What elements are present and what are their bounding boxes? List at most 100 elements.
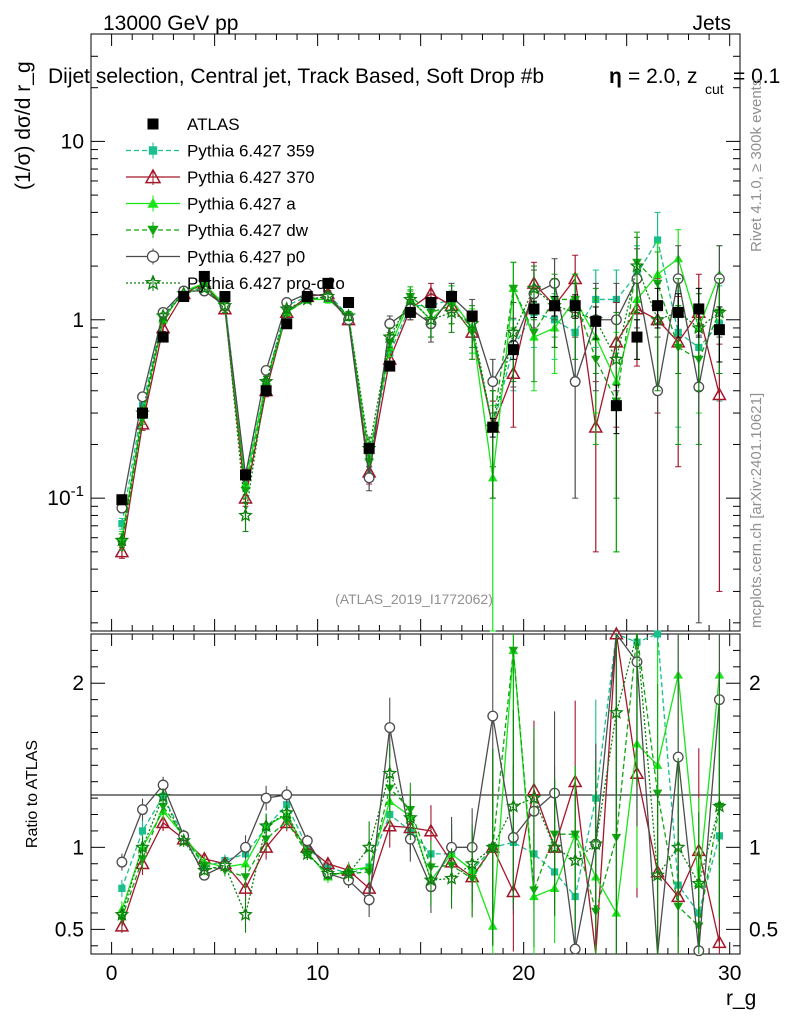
x-tick-label: 0 bbox=[106, 962, 118, 985]
ratio-point bbox=[155, 815, 171, 829]
legend-entry-ATLAS: ATLAS bbox=[147, 115, 240, 134]
ratio-point bbox=[444, 870, 459, 885]
data-point bbox=[157, 331, 169, 343]
data-point bbox=[507, 344, 519, 356]
legend-marker bbox=[148, 146, 158, 155]
legend-label: ATLAS bbox=[187, 115, 240, 134]
data-point bbox=[506, 324, 521, 339]
ratio-y-tick-label: 1 bbox=[72, 836, 84, 859]
data-point bbox=[135, 416, 150, 430]
legend-entry-p359: Pythia 6.427 359 bbox=[126, 142, 315, 161]
ratio-point bbox=[258, 818, 274, 833]
ratio-line-pa bbox=[121, 650, 721, 927]
ratio-point bbox=[320, 865, 336, 880]
ratio-point bbox=[384, 722, 396, 733]
ratio-point bbox=[258, 839, 274, 853]
legend-entry-p370: Pythia 6.427 370 bbox=[126, 168, 315, 187]
legend-marker bbox=[146, 250, 160, 263]
ratio-point bbox=[341, 865, 356, 880]
ratio-point bbox=[712, 934, 727, 949]
ratio-series-pdw bbox=[117, 633, 725, 954]
ratio-point bbox=[301, 835, 313, 847]
main-series-group bbox=[114, 211, 727, 632]
ratio-point bbox=[137, 804, 148, 816]
data-point bbox=[569, 376, 581, 388]
legend-entry-pp0: Pythia 6.427 p0 bbox=[126, 248, 305, 267]
series-line-ppq2o bbox=[121, 263, 720, 541]
data-point bbox=[384, 360, 396, 372]
y-tick-label-base: 10 bbox=[47, 487, 70, 510]
ratio-point bbox=[485, 839, 501, 854]
legend-entry-pa: Pythia 6.427 a bbox=[126, 195, 296, 214]
ratio-point bbox=[526, 790, 542, 805]
ratio-ylabel-text: Ratio to ATLAS bbox=[24, 740, 41, 848]
ratio-point bbox=[260, 792, 272, 804]
jets-label: Jets bbox=[692, 12, 731, 35]
selection-title-sub: cut bbox=[705, 81, 724, 97]
data-point bbox=[155, 308, 171, 323]
ratio-point bbox=[281, 817, 292, 826]
y-tick-label-exp: -1 bbox=[71, 483, 84, 500]
ratio-point bbox=[529, 886, 539, 895]
legend-marker bbox=[147, 197, 159, 208]
ratio-point bbox=[279, 805, 295, 820]
data-point bbox=[114, 544, 130, 558]
ratio-point bbox=[299, 846, 315, 861]
ratio-line-pp0 bbox=[121, 632, 721, 955]
x-tick-label: 10 bbox=[306, 962, 329, 985]
legend-label: Pythia 6.427 359 bbox=[187, 142, 315, 161]
data-point bbox=[712, 387, 727, 401]
ratio-point bbox=[240, 873, 251, 882]
eta-symbol: η bbox=[609, 65, 622, 88]
series-line-p370 bbox=[121, 277, 721, 552]
x-tick-label: 20 bbox=[512, 962, 535, 985]
ratio-point bbox=[508, 646, 519, 656]
ratio-point bbox=[114, 918, 130, 932]
series-line-pdw bbox=[121, 260, 720, 545]
ratio-point bbox=[158, 802, 168, 812]
data-point bbox=[652, 300, 664, 312]
ratio-point bbox=[547, 839, 562, 854]
data-point bbox=[528, 303, 540, 315]
data-point bbox=[609, 351, 624, 366]
ratio-point bbox=[240, 858, 251, 868]
data-point bbox=[217, 298, 233, 312]
data-point bbox=[116, 494, 128, 506]
ratio-point bbox=[487, 710, 499, 722]
selection-title-suffix: = 2.0, z bbox=[628, 65, 697, 88]
y-tick-label: 1 bbox=[72, 309, 84, 332]
ratio-point bbox=[118, 884, 126, 892]
ratio-point bbox=[196, 862, 212, 877]
rivet-label-text: Rivet 4.1.0, ≥ 300k events bbox=[748, 79, 765, 252]
ratio-point bbox=[650, 867, 665, 882]
data-point bbox=[240, 479, 251, 488]
selection-title-prefix: Dijet selection, Central jet, Track Base… bbox=[48, 65, 544, 88]
data-point bbox=[260, 385, 272, 397]
ratio-point bbox=[135, 839, 150, 854]
ratio-point bbox=[402, 810, 418, 824]
ratio-point bbox=[506, 798, 521, 813]
y-tick-label: 10 bbox=[61, 130, 84, 153]
x-tick-label: 30 bbox=[718, 962, 741, 985]
main-frame bbox=[90, 33, 741, 632]
selection-title: Dijet selection, Central jet, Track Base… bbox=[48, 65, 544, 88]
series-ATLAS bbox=[116, 270, 725, 506]
ratio-point bbox=[569, 943, 581, 955]
data-point bbox=[118, 520, 126, 528]
series-line-p359 bbox=[121, 238, 720, 524]
data-point bbox=[464, 315, 480, 331]
legend-marker bbox=[144, 274, 162, 291]
data-point bbox=[487, 421, 499, 433]
ratio-series-group bbox=[114, 626, 727, 957]
data-point bbox=[549, 300, 561, 312]
ratio-point bbox=[114, 906, 130, 921]
data-point bbox=[320, 288, 336, 303]
ratio-y-tick-label-right: 0.5 bbox=[749, 918, 778, 941]
ratio-point bbox=[240, 841, 251, 853]
ratio-point bbox=[116, 856, 128, 868]
data-point bbox=[196, 280, 212, 295]
data-point bbox=[629, 258, 645, 273]
data-point bbox=[466, 310, 478, 322]
ratio-point bbox=[281, 789, 293, 801]
